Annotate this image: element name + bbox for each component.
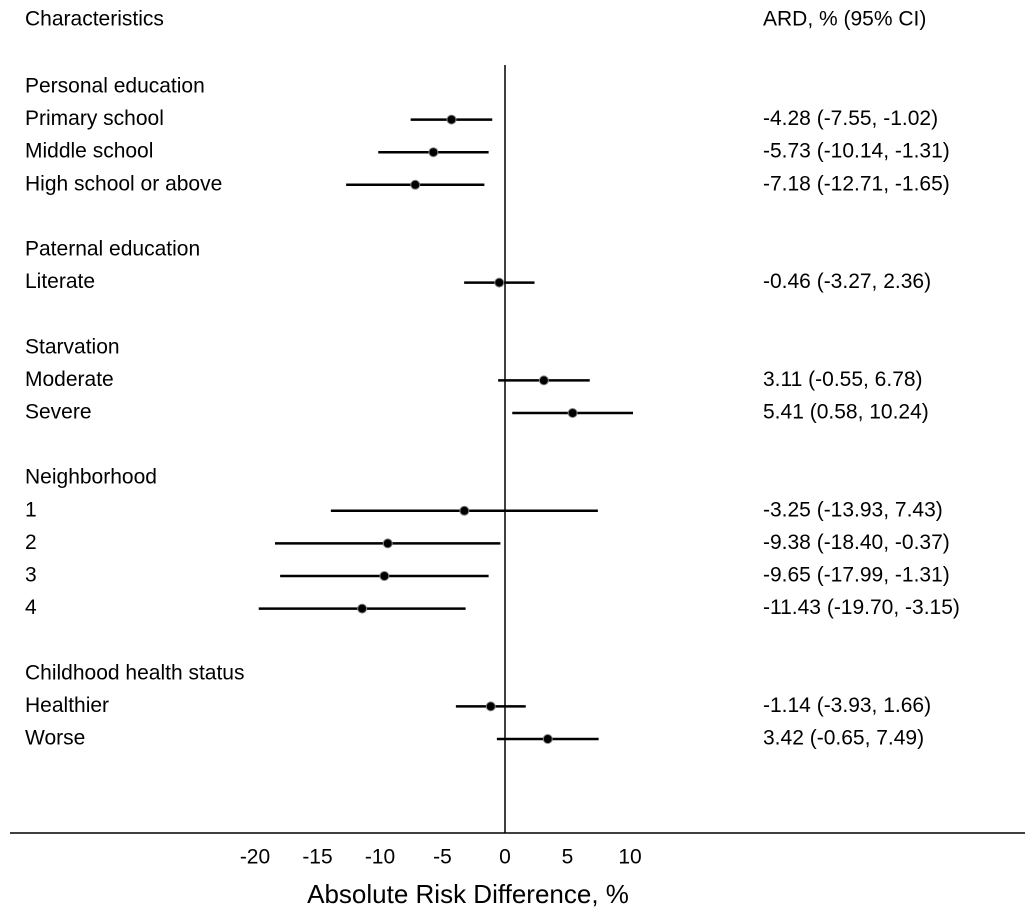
row-label: High school or above (25, 172, 222, 195)
row-label: 1 (25, 498, 37, 521)
value-label: 5.41 (0.58, 10.24) (763, 401, 929, 424)
group-label: Personal education (25, 75, 205, 98)
value-label: -5.73 (-10.14, -1.31) (763, 140, 950, 163)
point-estimate (542, 734, 553, 744)
column-header: ARD, % (95% CI) (763, 8, 926, 31)
row-label: Healthier (25, 694, 109, 717)
row-label: Primary school (25, 107, 164, 130)
row-label: Moderate (25, 368, 114, 391)
x-tick-label: 5 (562, 846, 574, 869)
x-tick-label: -5 (433, 846, 452, 869)
row-label: 2 (25, 531, 37, 554)
point-estimate (428, 147, 439, 158)
group-label: Neighborhood (25, 466, 157, 489)
value-label: -4.28 (-7.55, -1.02) (763, 107, 938, 130)
value-label: -7.18 (-12.71, -1.65) (763, 172, 950, 195)
point-estimate (494, 277, 505, 288)
column-header: Characteristics (25, 8, 164, 31)
point-estimate (379, 571, 390, 581)
row-label: Worse (25, 727, 85, 750)
row-label: Middle school (25, 140, 153, 163)
value-label: -9.65 (-17.99, -1.31) (763, 564, 950, 587)
x-tick-label: -10 (365, 846, 395, 869)
point-estimate (485, 701, 496, 712)
value-label: -3.25 (-13.93, 7.43) (763, 498, 943, 521)
point-estimate (410, 179, 421, 190)
row-label: 3 (25, 564, 37, 587)
x-tick-label: 0 (499, 846, 511, 869)
value-label: -11.43 (-19.70, -3.15) (763, 596, 960, 619)
row-label: 4 (25, 596, 37, 619)
x-tick-label: -20 (240, 846, 270, 869)
group-label: Paternal education (25, 238, 200, 261)
point-estimate (538, 375, 549, 386)
point-estimate (567, 408, 578, 418)
point-estimate (459, 505, 470, 516)
point-estimate (446, 114, 457, 125)
value-label: 3.42 (-0.65, 7.49) (763, 727, 924, 750)
point-estimate (382, 538, 393, 549)
group-label: Starvation (25, 335, 120, 358)
group-label: Childhood health status (25, 661, 245, 684)
value-label: -0.46 (-3.27, 2.36) (763, 270, 931, 293)
x-tick-label: 10 (618, 846, 641, 869)
row-label: Severe (25, 401, 92, 424)
value-label: -1.14 (-3.93, 1.66) (763, 694, 931, 717)
value-label: -9.38 (-18.40, -0.37) (763, 531, 950, 554)
x-tick-label: -15 (302, 846, 332, 869)
value-label: 3.11 (-0.55, 6.78) (763, 368, 923, 391)
row-label: Literate (25, 270, 95, 293)
x-axis-label: Absolute Risk Difference, % (307, 879, 629, 909)
point-estimate (357, 603, 368, 614)
